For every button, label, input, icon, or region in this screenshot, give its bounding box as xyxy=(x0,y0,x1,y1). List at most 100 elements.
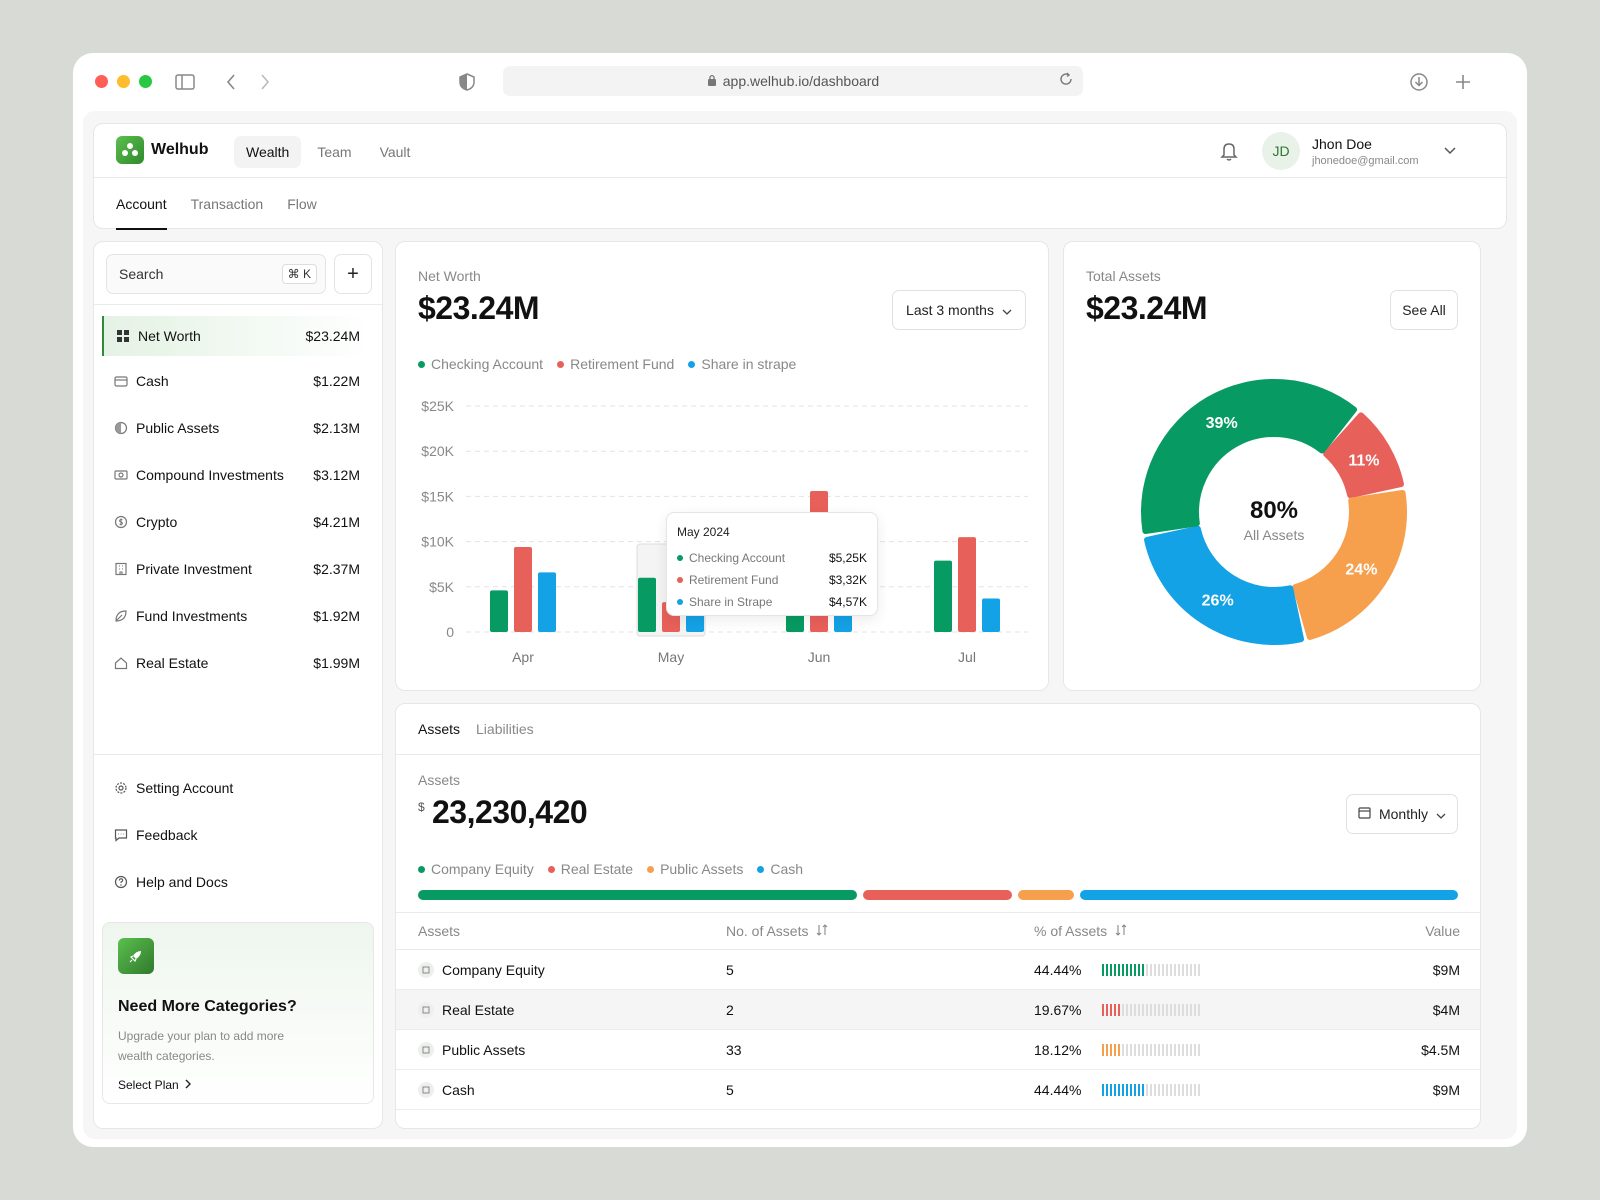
chevron-down-icon[interactable] xyxy=(1444,142,1456,158)
bell-icon[interactable] xyxy=(1220,141,1238,164)
select-plan-link[interactable]: Select Plan xyxy=(118,1078,358,1092)
total-assets-value: $23.24M xyxy=(1086,290,1208,326)
sidebar-item-value: $4.21M xyxy=(313,514,360,530)
donut-slice-label: 11% xyxy=(1348,453,1379,470)
table-row[interactable]: Public Assets 33 18.12% $4.5M xyxy=(396,1030,1480,1070)
sidebar-item-setting-account[interactable]: Setting Account xyxy=(102,768,372,808)
avatar[interactable]: JD xyxy=(1262,132,1300,170)
sidebar-item-compound-investments[interactable]: Compound Investments $3.12M xyxy=(102,455,372,495)
column-header-count[interactable]: No. of Assets xyxy=(726,913,828,949)
brand-logo[interactable]: Welhub xyxy=(116,136,208,164)
asset-count: 33 xyxy=(726,1041,742,1058)
sidebar-item-cash[interactable]: Cash $1.22M xyxy=(102,361,372,401)
meter-tick xyxy=(1194,963,1196,976)
forward-icon[interactable] xyxy=(253,70,277,94)
brand-name: Welhub xyxy=(151,141,209,158)
meter-tick xyxy=(1138,963,1140,976)
tab-wealth[interactable]: Wealth xyxy=(234,136,302,168)
address-bar[interactable]: app.welhub.io/dashboard xyxy=(503,66,1083,96)
table-row[interactable]: Cash 5 44.44% $9M xyxy=(396,1070,1480,1110)
search-input[interactable]: Search ⌘ K xyxy=(106,254,326,294)
browser-toolbar: app.welhub.io/dashboard xyxy=(73,53,1527,111)
add-button[interactable]: + xyxy=(334,254,372,294)
meter-tick xyxy=(1118,963,1120,976)
asset-percent-cell: 44.44% xyxy=(1034,950,1200,989)
lock-icon xyxy=(707,73,717,89)
assets-legend: Company Equity Real Estate Public Assets… xyxy=(418,861,803,877)
bar-share-in-strape[interactable] xyxy=(982,598,1000,632)
sidebar-item-real-estate[interactable]: Real Estate $1.99M xyxy=(102,643,372,683)
bar-checking-account[interactable] xyxy=(638,577,656,632)
bar-share-in-strape[interactable] xyxy=(538,572,556,632)
tab-assets[interactable]: Assets xyxy=(418,721,461,737)
period-select[interactable]: Monthly xyxy=(1346,794,1458,834)
sidebar-item-value: $23.24M xyxy=(305,328,360,344)
tooltip-title: May 2024 xyxy=(677,525,730,539)
divider xyxy=(94,754,382,755)
download-icon[interactable] xyxy=(1407,70,1431,94)
see-all-button[interactable]: See All xyxy=(1390,290,1458,330)
bar-retirement-fund[interactable] xyxy=(958,537,976,632)
meter-tick xyxy=(1166,1003,1168,1016)
meter-tick xyxy=(1106,1043,1108,1056)
asset-percent-cell: 44.44% xyxy=(1034,1070,1200,1109)
tab-team[interactable]: Team xyxy=(317,144,352,160)
sidebar-item-label: Net Worth xyxy=(138,328,201,344)
total-assets-card: Total Assets $23.24M See All 11% 24% 26% 39… xyxy=(1063,241,1481,691)
meter-tick xyxy=(1126,1043,1128,1056)
reload-icon[interactable] xyxy=(1059,72,1073,89)
maximize-window-button[interactable] xyxy=(139,75,152,88)
main-tabs: Wealth Team Vault xyxy=(234,136,422,168)
sidebar-item-help-docs[interactable]: Help and Docs xyxy=(102,862,372,902)
net-worth-label: Net Worth xyxy=(418,268,481,284)
sidebar-item-label: Setting Account xyxy=(136,780,234,796)
column-header-value: Value xyxy=(1425,923,1460,939)
shield-icon[interactable] xyxy=(455,70,479,94)
meter-tick xyxy=(1154,963,1156,976)
meter-tick xyxy=(1122,1003,1124,1016)
tab-vault[interactable]: Vault xyxy=(379,144,411,160)
meter-tick xyxy=(1110,1003,1112,1016)
meter-tick xyxy=(1174,1083,1176,1096)
table-row[interactable]: Company Equity 5 44.44% $9M xyxy=(396,950,1480,990)
back-icon[interactable] xyxy=(219,70,243,94)
percent-meter xyxy=(1102,1043,1200,1056)
range-select[interactable]: Last 3 months xyxy=(892,290,1026,330)
percent-meter xyxy=(1102,963,1200,976)
new-tab-icon[interactable] xyxy=(1451,70,1475,94)
sidebar-item-feedback[interactable]: Feedback xyxy=(102,815,372,855)
column-header-percent[interactable]: % of Assets xyxy=(1034,913,1127,949)
sidebar-item-private-investment[interactable]: Private Investment $2.37M xyxy=(102,549,372,589)
bar-retirement-fund[interactable] xyxy=(514,547,532,632)
sidebar-toggle-icon[interactable] xyxy=(173,70,197,94)
tab-transaction[interactable]: Transaction xyxy=(190,196,264,212)
meter-tick xyxy=(1162,1083,1164,1096)
user-name: Jhon Doe xyxy=(1312,136,1372,152)
close-window-button[interactable] xyxy=(95,75,108,88)
sidebar-item-crypto[interactable]: Crypto $4.21M xyxy=(102,502,372,542)
donut-slice-company-equity[interactable] xyxy=(1141,379,1358,534)
tab-liabilities[interactable]: Liabilities xyxy=(476,721,534,737)
asset-count: 5 xyxy=(726,1081,734,1098)
donut-slice-cash[interactable] xyxy=(1144,525,1305,645)
sidebar-item-fund-investments[interactable]: Fund Investments $1.92M xyxy=(102,596,372,636)
bar-checking-account[interactable] xyxy=(934,560,952,632)
coin-icon xyxy=(114,515,128,529)
donut-slice-real-estate[interactable] xyxy=(1323,412,1404,499)
meter-tick xyxy=(1134,963,1136,976)
meter-tick xyxy=(1110,963,1112,976)
sidebar-item-public-assets[interactable]: Public Assets $2.13M xyxy=(102,408,372,448)
meter-tick xyxy=(1130,1043,1132,1056)
donut-slice-public-assets[interactable] xyxy=(1292,490,1407,640)
meter-tick xyxy=(1102,1003,1104,1016)
tab-flow[interactable]: Flow xyxy=(287,196,317,212)
bar-checking-account[interactable] xyxy=(490,590,508,632)
table-row[interactable]: Real Estate 2 19.67% $4M xyxy=(396,990,1480,1030)
asset-name: Real Estate xyxy=(442,1001,515,1018)
sidebar-item-net-worth[interactable]: Net Worth $23.24M xyxy=(102,316,372,356)
assets-label: Assets xyxy=(418,772,461,788)
meter-tick xyxy=(1150,1083,1152,1096)
tab-account[interactable]: Account xyxy=(116,178,167,230)
minimize-window-button[interactable] xyxy=(117,75,130,88)
meter-tick xyxy=(1146,1003,1148,1016)
